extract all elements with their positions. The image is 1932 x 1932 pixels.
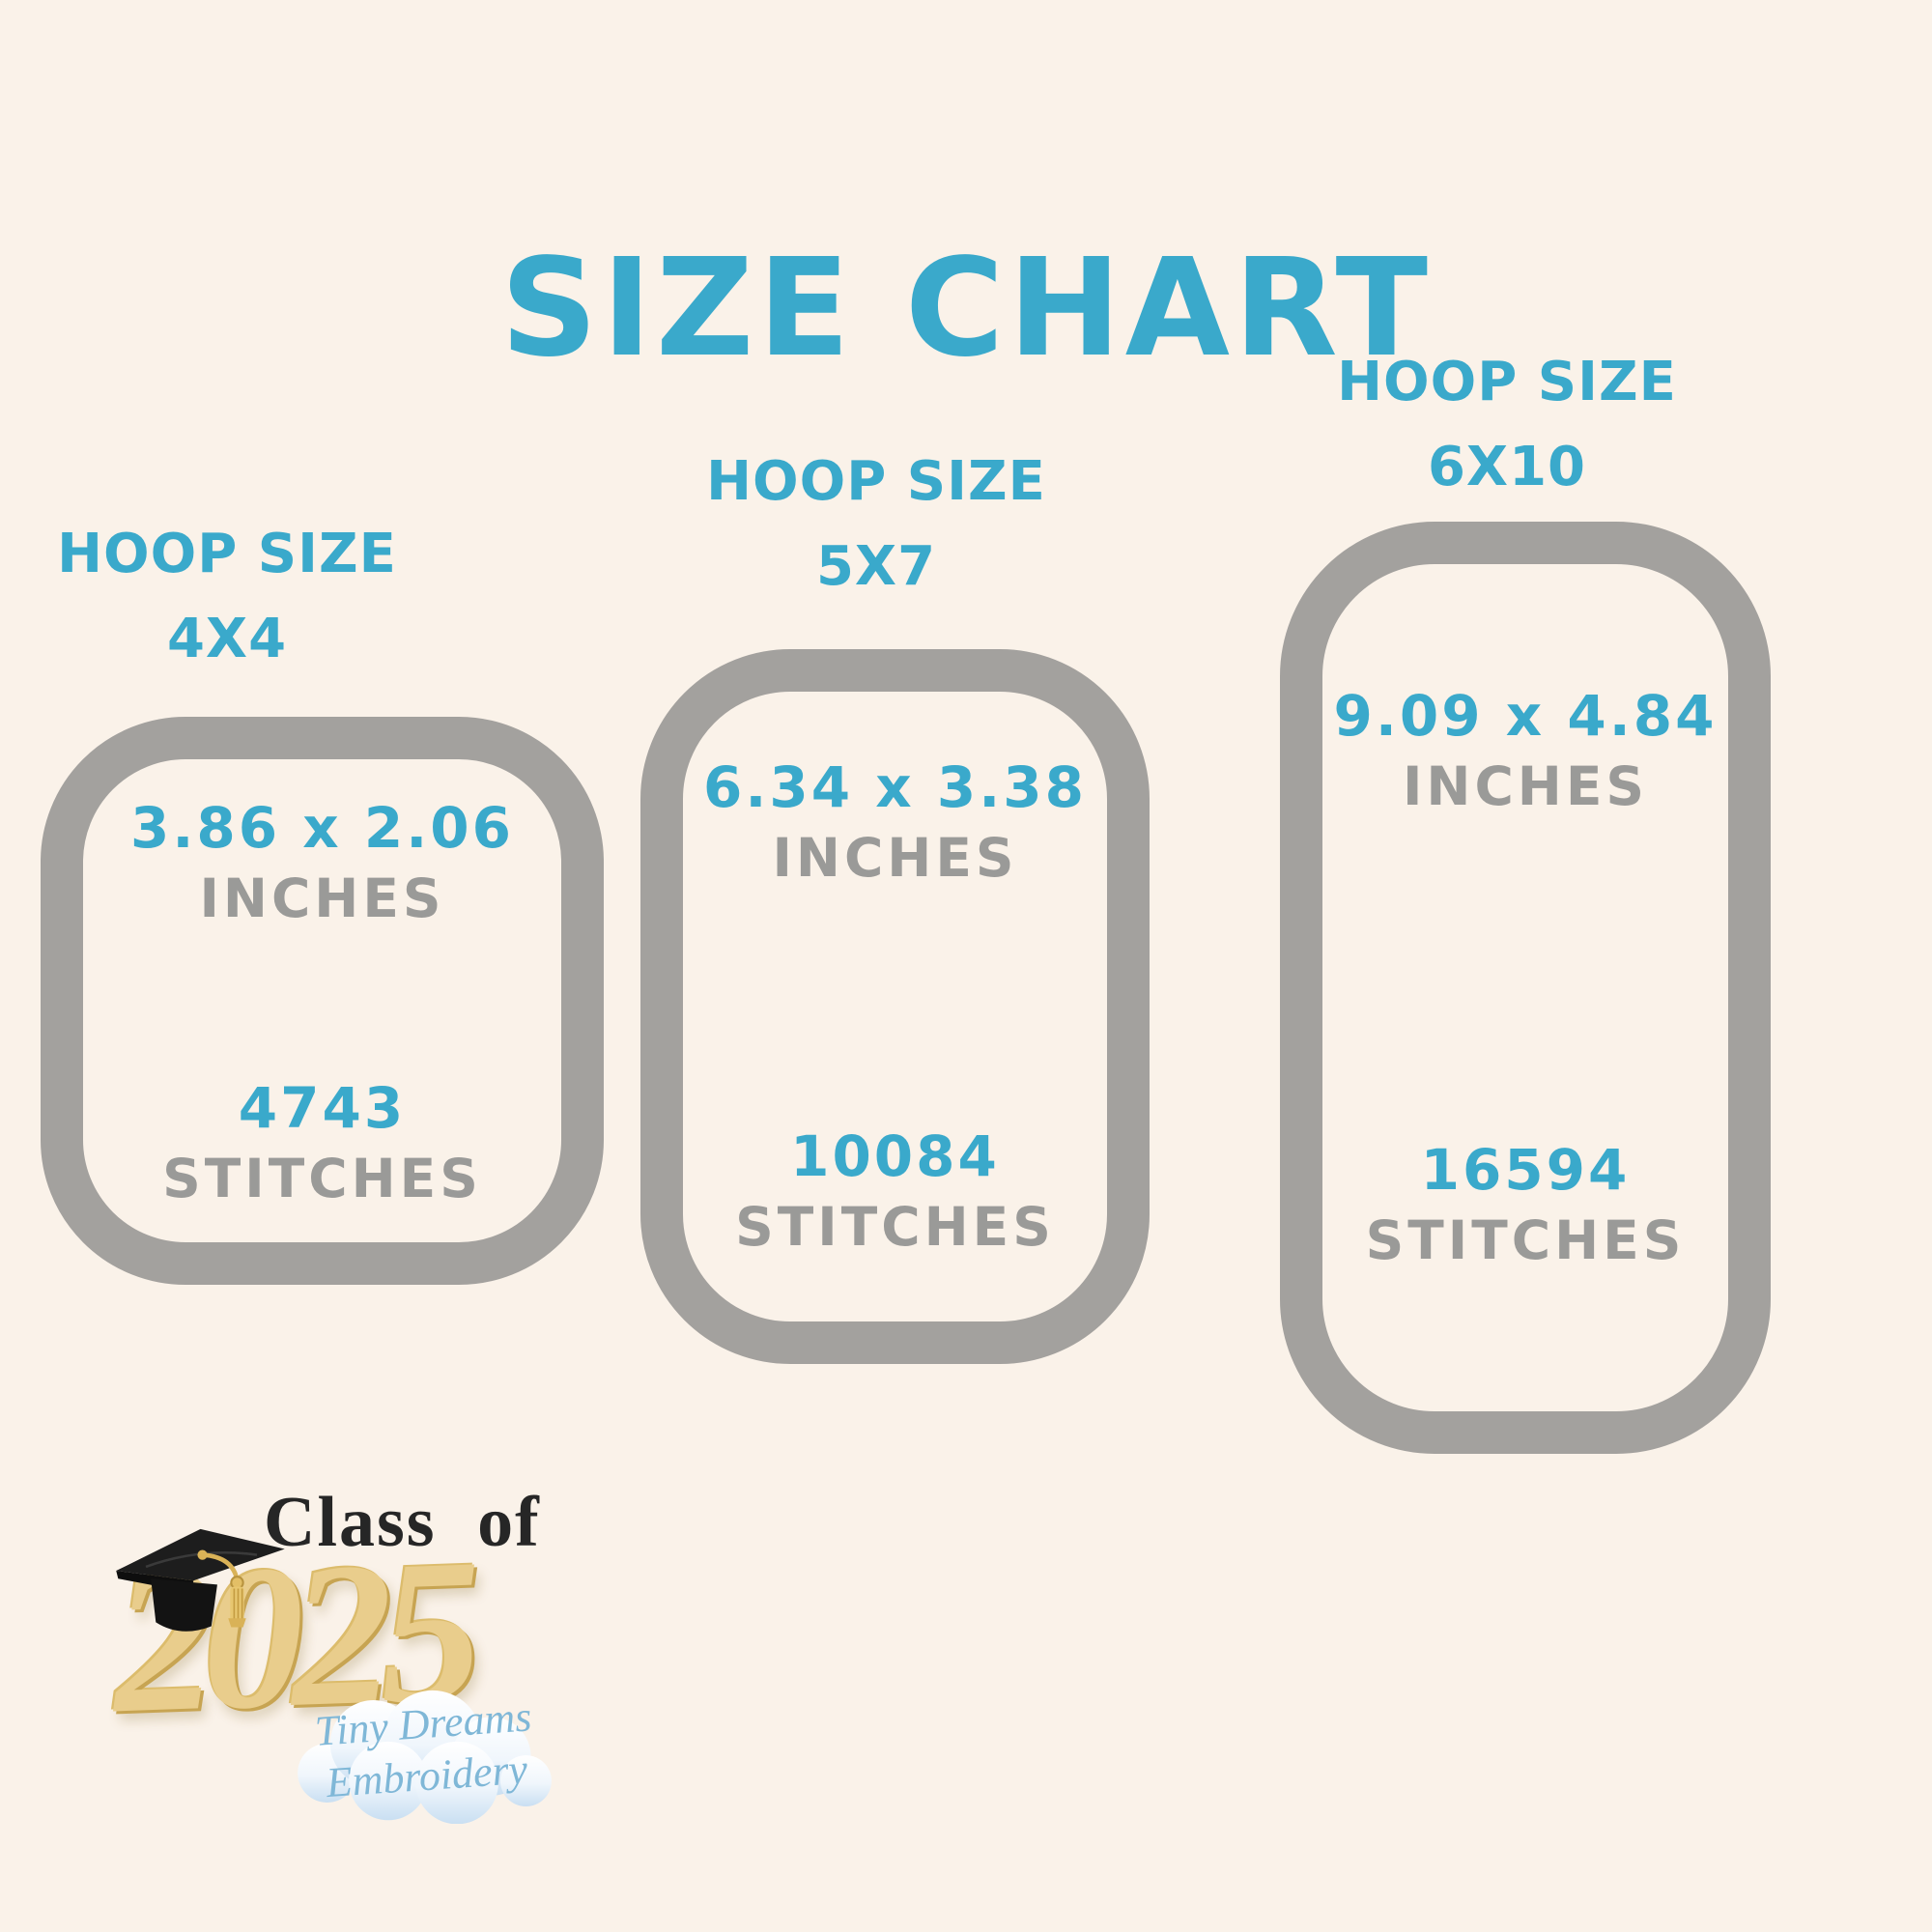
dimension-value: 3.86 x 2.06: [129, 795, 514, 861]
hoop-outline-4x4: 3.86 x 2.06 INCHES 4743 STITCHES: [41, 717, 604, 1285]
dimension-unit: INCHES: [1402, 754, 1649, 817]
cloud-graphic: [298, 1690, 552, 1824]
dimension-unit: INCHES: [772, 826, 1018, 889]
dimension-value: 6.34 x 3.38: [702, 754, 1087, 820]
hoop-header-6x10: HOOP SIZE 6X10: [1304, 340, 1710, 511]
graduation-cap-icon: [116, 1528, 285, 1632]
stitch-count: 10084: [790, 1123, 1000, 1189]
dimension-value: 9.09 x 4.84: [1333, 683, 1718, 749]
hoop-outline-5x7: 6.34 x 3.38 INCHES 10084 STITCHES: [640, 649, 1150, 1364]
stitches-group: 16594 STITCHES: [1322, 1137, 1728, 1271]
stitch-count: 16594: [1420, 1137, 1631, 1203]
hoop-size-value: 6X10: [1427, 436, 1587, 499]
watermark-text: Tiny Dreams Embroidery: [272, 1688, 579, 1812]
hoop-size-value: 4X4: [166, 608, 288, 671]
stitches-group: 10084 STITCHES: [683, 1123, 1107, 1258]
page-title: SIZE CHART: [499, 230, 1433, 387]
hoop-size-value: 5X7: [815, 535, 937, 599]
dimension-unit: INCHES: [199, 867, 445, 929]
brand-logo: Class of 2025: [92, 1478, 652, 1893]
stitches-group: 4743 STITCHES: [83, 1075, 561, 1209]
stitch-count: 4743: [238, 1075, 407, 1141]
dimensions-group: 9.09 x 4.84 INCHES: [1322, 683, 1728, 817]
hoop-size-label: HOOP SIZE: [57, 523, 397, 585]
hoop-size-label: HOOP SIZE: [1337, 351, 1677, 413]
dimensions-group: 3.86 x 2.06 INCHES: [83, 795, 561, 929]
stitch-label: STITCHES: [1365, 1208, 1686, 1271]
dimensions-group: 6.34 x 3.38 INCHES: [683, 754, 1107, 889]
stitch-label: STITCHES: [735, 1195, 1055, 1258]
hoop-header-5x7: HOOP SIZE 5X7: [673, 440, 1079, 611]
hoop-header-4x4: HOOP SIZE 4X4: [24, 512, 430, 683]
hoop-size-label: HOOP SIZE: [706, 450, 1046, 513]
class-of-text: Class of: [264, 1483, 541, 1562]
stitch-label: STITCHES: [162, 1147, 482, 1209]
hoop-outline-6x10: 9.09 x 4.84 INCHES 16594 STITCHES: [1280, 522, 1771, 1454]
